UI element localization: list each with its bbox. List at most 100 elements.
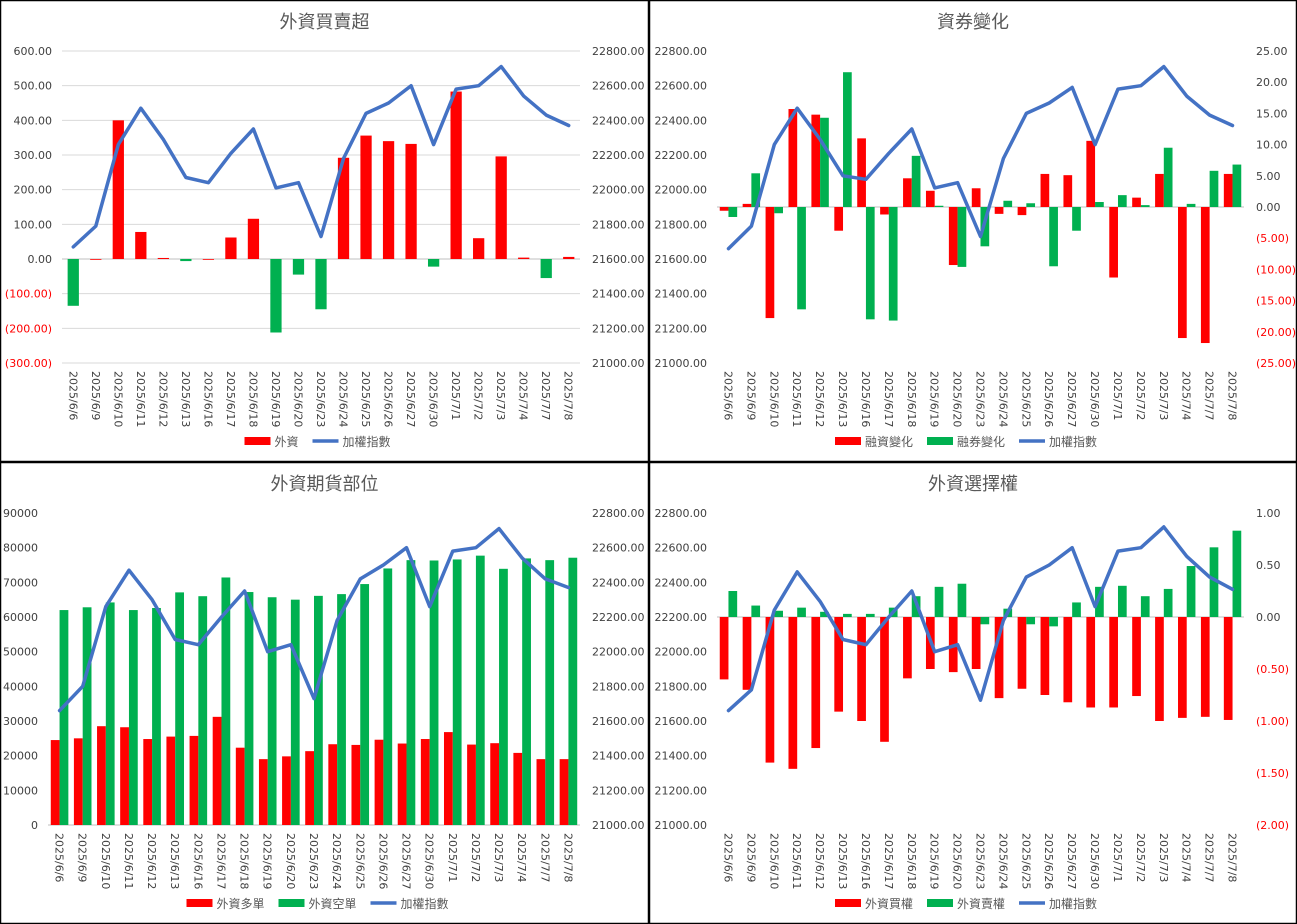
x-tick-label: 2025/7/7 bbox=[1203, 371, 1216, 420]
x-tick-label: 2025/6/30 bbox=[423, 833, 436, 889]
x-tick-label: 2025/6/16 bbox=[859, 371, 872, 427]
bar-1-2025/6/12 bbox=[811, 114, 821, 207]
y-left-tick-label: 90000 bbox=[3, 507, 38, 520]
x-tick-label: 2025/7/1 bbox=[1111, 371, 1124, 420]
x-tick-label: 2025/6/6 bbox=[53, 833, 66, 882]
y-left-tick-label: 21400.00 bbox=[655, 750, 708, 763]
x-tick-label: 2025/6/17 bbox=[224, 371, 237, 427]
y-right-tick-label: (15.00) bbox=[1256, 295, 1296, 308]
bar-1-2025/6/17 bbox=[880, 617, 889, 742]
bar-2-2025/7/4 bbox=[522, 558, 531, 825]
bar-2-2025/6/25 bbox=[360, 584, 370, 825]
bar-2-2025/7/1 bbox=[1117, 585, 1127, 617]
bar-2-2025/6/26 bbox=[1049, 617, 1058, 627]
bar-2-2025/7/8 bbox=[1232, 530, 1242, 617]
bar-2-2025/7/3 bbox=[1163, 147, 1173, 207]
bar-2-2025/6/25 bbox=[1026, 617, 1036, 625]
x-tick-label: 2025/7/4 bbox=[1180, 371, 1193, 420]
bar-2-2025/6/6 bbox=[59, 610, 69, 825]
y-left-tick-label: (100.00) bbox=[5, 288, 52, 301]
legend-label: 外資賣權 bbox=[957, 896, 1005, 911]
y-right-tick-label: 21200.00 bbox=[592, 322, 645, 335]
x-tick-label: 2025/6/12 bbox=[813, 833, 826, 889]
legend-label: 加權指數 bbox=[343, 434, 391, 449]
y-left-tick-label: 200.00 bbox=[14, 184, 53, 197]
x-tick-label: 2025/6/6 bbox=[722, 833, 735, 882]
x-tick-label: 2025/6/20 bbox=[951, 833, 964, 889]
bar-2-2025/6/23 bbox=[980, 617, 990, 625]
y-left-tick-label: 70000 bbox=[3, 576, 38, 589]
bar-2-2025/7/8 bbox=[568, 557, 578, 825]
chart-frame bbox=[648, 0, 1297, 463]
bar-2-2025/6/24 bbox=[1003, 200, 1013, 207]
y-right-tick-label: 21600.00 bbox=[592, 715, 645, 728]
bar-1-2025/7/4 bbox=[513, 752, 523, 825]
x-tick-label: 2025/6/10 bbox=[767, 371, 780, 427]
bar-1-2025/6/9 bbox=[90, 259, 102, 260]
bar-1-2025/6/23 bbox=[971, 617, 981, 669]
bar-1-2025/7/8 bbox=[1223, 617, 1233, 720]
x-tick-label: 2025/7/3 bbox=[494, 371, 507, 420]
x-tick-label: 2025/6/10 bbox=[99, 833, 112, 889]
x-tick-label: 2025/6/27 bbox=[400, 833, 413, 889]
bar-2-2025/6/11 bbox=[797, 607, 806, 617]
bar-2-2025/6/16 bbox=[865, 613, 875, 617]
x-tick-label: 2025/6/26 bbox=[376, 833, 389, 889]
line-series-1 bbox=[71, 64, 571, 249]
x-tick-label: 2025/6/19 bbox=[269, 371, 282, 427]
y-right-tick-label: 21800.00 bbox=[592, 680, 645, 693]
chart-title: 資券變化 bbox=[937, 12, 1009, 33]
y-right-tick-label: (10.00) bbox=[1256, 263, 1296, 276]
legend-label: 融券變化 bbox=[957, 434, 1005, 449]
bar-2-2025/6/20 bbox=[290, 599, 300, 825]
x-tick-label: 2025/7/4 bbox=[515, 833, 528, 882]
y-right-tick-label: 1.00 bbox=[1256, 507, 1281, 520]
y-left-tick-label: 10000 bbox=[3, 784, 38, 797]
bar-1-2025/7/3 bbox=[490, 743, 500, 825]
y-left-tick-label: 21400.00 bbox=[655, 288, 708, 301]
x-tick-label: 2025/7/7 bbox=[538, 833, 551, 882]
bar-1-2025/7/7 bbox=[536, 759, 546, 825]
bar-1-2025/6/18 bbox=[235, 747, 245, 825]
y-right-tick-label: (25.00) bbox=[1256, 357, 1296, 370]
x-tick-label: 2025/7/8 bbox=[562, 371, 575, 420]
y-right-tick-label: 25.00 bbox=[1256, 45, 1288, 58]
bar-1-2025/6/11 bbox=[135, 231, 147, 259]
bar-1-2025/6/12 bbox=[143, 739, 153, 825]
y-right-tick-label: 22600.00 bbox=[592, 80, 645, 93]
y-right-tick-label: 10.00 bbox=[1256, 139, 1288, 152]
y-left-tick-label: 21600.00 bbox=[655, 253, 708, 266]
x-tick-label: 2025/6/24 bbox=[996, 833, 1009, 889]
legend: 外資 加權指數 bbox=[244, 434, 391, 449]
y-right-tick-label: 22200.00 bbox=[592, 611, 645, 624]
bar-1-2025/6/27 bbox=[397, 743, 407, 825]
bar-1-2025/6/30 bbox=[1086, 617, 1096, 708]
x-tick-label: 2025/6/24 bbox=[330, 833, 343, 889]
x-tick-label: 2025/6/23 bbox=[974, 833, 987, 889]
bar-2-2025/7/4 bbox=[1186, 566, 1196, 617]
bar-1-2025/7/3 bbox=[1155, 173, 1164, 207]
chart-title: 外資買賣超 bbox=[280, 12, 370, 33]
bar-2-2025/6/30 bbox=[1095, 202, 1104, 207]
chart-frame bbox=[0, 0, 650, 463]
x-tick-label: 2025/6/16 bbox=[201, 371, 214, 427]
bar-2-2025/6/11 bbox=[797, 207, 806, 310]
x-tick-label: 2025/6/11 bbox=[122, 833, 135, 889]
x-tick-label: 2025/7/2 bbox=[472, 371, 485, 420]
bar-1-2025/6/12 bbox=[811, 617, 821, 749]
x-tick-label: 2025/6/9 bbox=[76, 833, 89, 882]
bar-2-2025/6/17 bbox=[888, 207, 898, 321]
bar-1-2025/6/17 bbox=[225, 237, 237, 259]
bar-1-2025/7/7 bbox=[1200, 207, 1210, 344]
x-tick-label: 2025/7/8 bbox=[561, 833, 574, 882]
bar-1-2025/6/24 bbox=[337, 157, 350, 259]
bar-1-2025/7/2 bbox=[467, 744, 476, 825]
y-right-tick-label: 21400.00 bbox=[592, 288, 645, 301]
x-tick-label: 2025/6/26 bbox=[382, 371, 395, 427]
x-tick-label: 2025/6/6 bbox=[66, 371, 79, 420]
x-tick-label: 2025/6/25 bbox=[353, 833, 366, 889]
bar-1-2025/6/10 bbox=[765, 617, 775, 763]
bar-1-2025/6/16 bbox=[857, 617, 866, 721]
x-tick-label: 2025/6/10 bbox=[111, 371, 124, 427]
